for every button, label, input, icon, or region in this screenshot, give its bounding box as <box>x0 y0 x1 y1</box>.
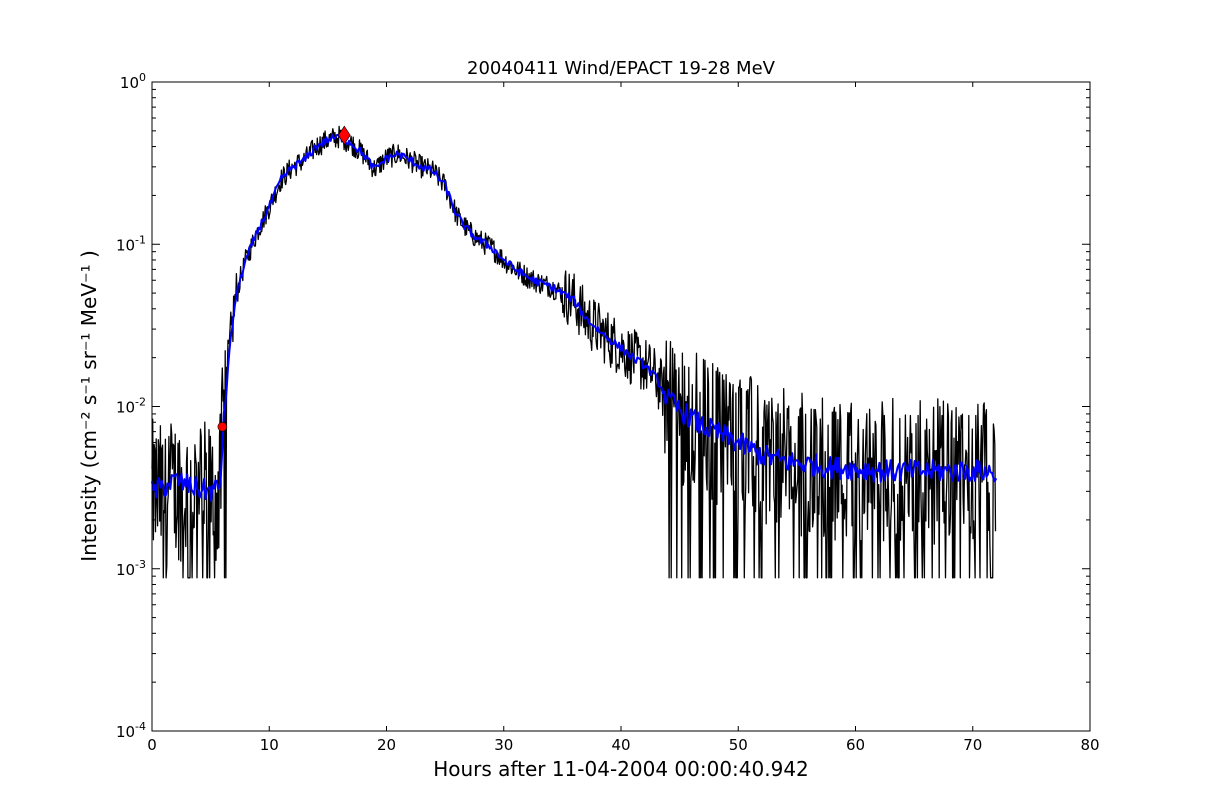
x-tick-label: 70 <box>963 736 982 754</box>
y-tick-label: 10-1 <box>116 233 146 254</box>
x-tick-label: 30 <box>494 736 513 754</box>
axis-ticks <box>151 81 1091 732</box>
x-tick-label: 60 <box>846 736 865 754</box>
series-smoothed-line <box>151 133 998 502</box>
x-tick-label: 40 <box>611 736 630 754</box>
x-tick-label: 20 <box>377 736 396 754</box>
axes-frame <box>151 81 1091 732</box>
x-tick-label: 80 <box>1080 736 1099 754</box>
y-tick-label: 10-4 <box>116 720 146 741</box>
peak-marker <box>337 125 351 145</box>
onset-marker <box>217 421 228 432</box>
x-tick-label: 0 <box>147 736 157 754</box>
y-tick-label: 10-2 <box>116 396 146 417</box>
x-axis-label: Hours after 11-04-2004 00:00:40.942 <box>433 757 809 781</box>
axis-tick-labels: 0 10 20 30 40 50 60 70 80 10-4 10-3 10-2 10-1 100 <box>116 71 1100 754</box>
y-tick-label: 10-3 <box>116 558 146 579</box>
x-tick-label: 10 <box>260 736 279 754</box>
x-tick-label: 50 <box>729 736 748 754</box>
chart-title: 20040411 Wind/EPACT 19-28 MeV <box>467 58 776 79</box>
y-axis-label: Intensity (cm⁻² s⁻¹ sr⁻¹ MeV⁻¹ ) <box>77 250 101 562</box>
y-tick-label: 100 <box>120 71 146 92</box>
plot-area <box>151 125 998 579</box>
